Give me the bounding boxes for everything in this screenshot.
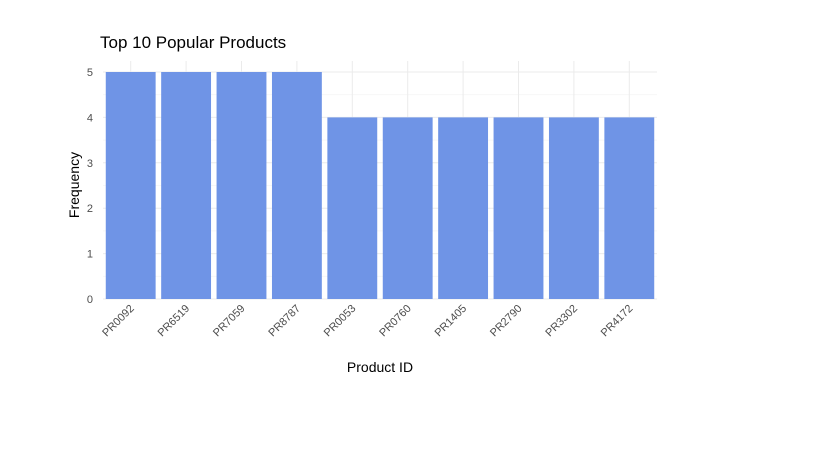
x-tick-label: PR0760 — [377, 303, 414, 340]
x-tick-label: PR7059 — [211, 303, 248, 340]
y-tick-label: 2 — [87, 203, 93, 215]
x-tick-label: PR1405 — [433, 303, 470, 340]
y-tick-label: 1 — [87, 249, 93, 261]
bar — [216, 72, 267, 299]
y-tick-label: 3 — [87, 158, 93, 170]
x-tick-label: PR8787 — [266, 303, 303, 340]
bar — [438, 117, 489, 300]
y-tick-label: 4 — [87, 112, 93, 124]
x-tick-label: PR0053 — [322, 303, 359, 340]
bars — [105, 72, 655, 300]
bar — [548, 117, 599, 300]
bar — [327, 117, 378, 300]
x-tick-label: PR0092 — [100, 303, 137, 340]
x-axis-title: Product ID — [347, 359, 413, 375]
x-tick-labels: PR0092 PR6519 PR7059 PR8787 PR0053 PR0760 PR14… — [100, 303, 635, 340]
chart-title: Top 10 Popular Products — [100, 33, 286, 52]
y-axis-title: Frequency — [66, 152, 82, 218]
bar — [382, 117, 433, 300]
x-tick-label: PR6519 — [156, 303, 193, 340]
x-tick-label: PR2790 — [488, 303, 525, 340]
y-tick-labels: 0 1 2 3 4 5 — [87, 67, 93, 306]
bar — [604, 117, 655, 300]
bar — [493, 117, 544, 300]
bar — [161, 72, 212, 299]
x-tick-label: PR3302 — [543, 303, 580, 340]
bar — [105, 72, 156, 299]
y-tick-label: 0 — [87, 294, 93, 306]
x-tick-label: PR4172 — [599, 303, 636, 340]
bar — [271, 72, 322, 299]
y-tick-label: 5 — [87, 67, 93, 79]
